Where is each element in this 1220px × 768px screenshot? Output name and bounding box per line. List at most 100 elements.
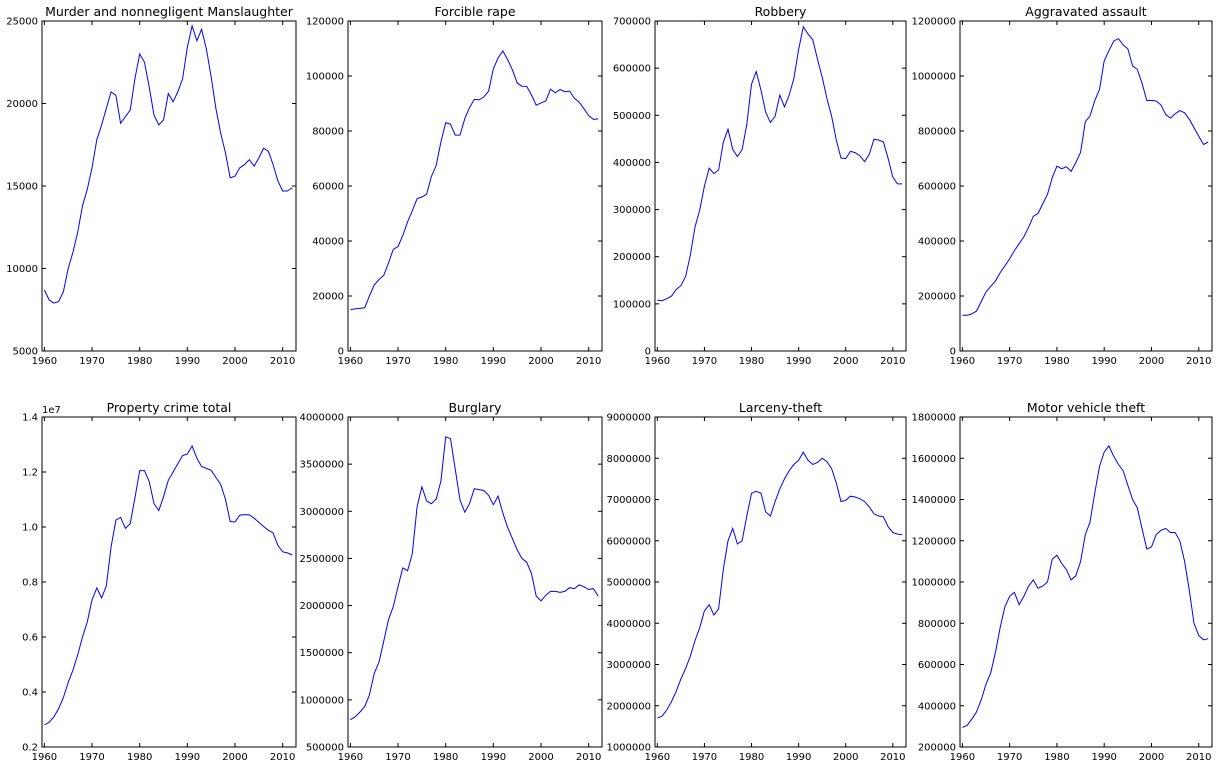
x-tick-label: 2010 <box>880 752 905 763</box>
series-line <box>43 23 293 304</box>
axes-frame <box>654 416 907 748</box>
x-tick-label: 2010 <box>1186 752 1211 763</box>
x-tick-label: 1980 <box>433 356 458 367</box>
x-tick-label: 1970 <box>79 752 104 763</box>
series-line <box>657 451 903 719</box>
y-tick-label: 700000 <box>613 17 651 28</box>
y-tick-label: 500000 <box>306 743 344 754</box>
x-tick-label: 2010 <box>880 356 905 367</box>
x-tick-label: 2000 <box>1139 356 1164 367</box>
chart-title: Robbery <box>755 4 807 19</box>
x-tick-label: 2000 <box>528 752 553 763</box>
y-tick-label: 5000 <box>13 347 38 358</box>
x-tick-label: 1980 <box>739 752 764 763</box>
x-tick-label: 1960 <box>645 752 670 763</box>
y-tick-label: 200000 <box>918 743 956 754</box>
y-tick-label: 0 <box>338 347 344 358</box>
y-tick-label: 0.8 <box>22 578 38 589</box>
y-tick-label: 1600000 <box>911 454 956 465</box>
x-tick-label: 2010 <box>576 356 601 367</box>
y-tick-label: 0 <box>645 347 651 358</box>
chart-title: Motor vehicle theft <box>1027 400 1145 415</box>
y-tick-label: 9000000 <box>606 413 651 424</box>
chart-title: Forcible rape <box>434 4 515 19</box>
y-tick-label: 15000 <box>6 182 38 193</box>
series-line <box>350 436 599 721</box>
y-tick-label: 2500000 <box>299 554 344 565</box>
y-tick-label: 1200000 <box>911 17 956 28</box>
x-tick-label: 1980 <box>1044 752 1069 763</box>
chart-title: Aggravated assault <box>1025 4 1147 19</box>
x-tick-label: 1990 <box>481 356 506 367</box>
y-tick-label: 4000000 <box>299 413 344 424</box>
y-tick-label: 1000000 <box>911 72 956 83</box>
axes-frame <box>41 416 297 748</box>
axes-frame <box>347 20 603 352</box>
y-tick-label: 400000 <box>613 158 651 169</box>
y-tick-label: 1.2 <box>22 468 38 479</box>
x-tick-label: 1970 <box>692 356 717 367</box>
x-tick-label: 1980 <box>1044 356 1069 367</box>
x-tick-label: 2010 <box>270 752 295 763</box>
x-tick-label: 1970 <box>997 752 1022 763</box>
x-tick-label: 1960 <box>32 752 57 763</box>
y-tick-label: 10000 <box>6 264 38 275</box>
y-tick-label: 6000000 <box>606 536 651 547</box>
subplot: 1960 1970 1980 1990 2000 2010 0.2 0.4 0.6 0.8 1.0 1… <box>22 400 297 763</box>
chart-title: Murder and nonnegligent Manslaughter <box>45 4 294 19</box>
y-tick-label: 800000 <box>918 127 956 138</box>
x-tick-label: 2000 <box>222 752 247 763</box>
subplot: 1960 1970 1980 1990 2000 2010 1000000 2000000 30… <box>606 400 907 763</box>
x-tick-label: 2000 <box>833 752 858 763</box>
axes-frame <box>959 20 1213 352</box>
x-tick-label: 2010 <box>1186 356 1211 367</box>
x-tick-label: 2010 <box>270 356 295 367</box>
y-tick-label: 1.4 <box>22 413 38 424</box>
subplot: 1960 1970 1980 1990 2000 2010 0 200000 400000 600… <box>911 4 1213 367</box>
y-tick-label: 25000 <box>6 17 38 28</box>
y-tick-label: 1000000 <box>299 695 344 706</box>
y-tick-label: 300000 <box>613 205 651 216</box>
y-tick-label: 20000 <box>6 99 38 110</box>
axes-frame <box>347 416 603 748</box>
x-tick-label: 1980 <box>127 356 152 367</box>
x-tick-label: 2000 <box>222 356 247 367</box>
y-tick-label: 200000 <box>918 292 956 303</box>
x-tick-label: 2000 <box>833 356 858 367</box>
subplot: 1960 1970 1980 1990 2000 2010 0 20000 40000 60000… <box>306 4 603 367</box>
y-tick-label: 80000 <box>312 127 344 138</box>
x-tick-label: 2000 <box>1139 752 1164 763</box>
x-tick-label: 1960 <box>950 356 975 367</box>
y-tick-label: 3000000 <box>606 660 651 671</box>
x-tick-label: 1960 <box>950 752 975 763</box>
subplot: 1960 1970 1980 1990 2000 2010 0 100000 200000 300… <box>613 4 907 367</box>
y-tick-label: 4000000 <box>606 619 651 630</box>
chart-title: Burglary <box>448 400 502 415</box>
y-tick-label: 400000 <box>918 701 956 712</box>
x-tick-label: 1990 <box>1091 356 1116 367</box>
y-offset-label: 1e7 <box>42 405 61 416</box>
x-tick-label: 2010 <box>576 752 601 763</box>
y-tick-label: 2000000 <box>299 601 344 612</box>
y-tick-label: 1400000 <box>911 495 956 506</box>
y-tick-label: 0.2 <box>22 743 38 754</box>
x-tick-label: 1990 <box>481 752 506 763</box>
x-tick-label: 1970 <box>79 356 104 367</box>
y-tick-label: 200000 <box>613 252 651 263</box>
y-tick-label: 0.4 <box>22 688 38 699</box>
x-tick-label: 1960 <box>338 752 363 763</box>
y-tick-label: 1000000 <box>911 578 956 589</box>
y-tick-label: 60000 <box>312 182 344 193</box>
y-tick-label: 100000 <box>613 299 651 310</box>
y-tick-label: 500000 <box>613 111 651 122</box>
x-tick-label: 1970 <box>997 356 1022 367</box>
series-line <box>657 25 903 302</box>
y-tick-label: 8000000 <box>606 454 651 465</box>
x-tick-label: 1970 <box>385 356 410 367</box>
series-line <box>44 444 293 726</box>
x-tick-label: 1990 <box>175 356 200 367</box>
y-tick-label: 1200000 <box>911 536 956 547</box>
y-tick-label: 1.0 <box>22 523 38 534</box>
x-tick-label: 1960 <box>338 356 363 367</box>
